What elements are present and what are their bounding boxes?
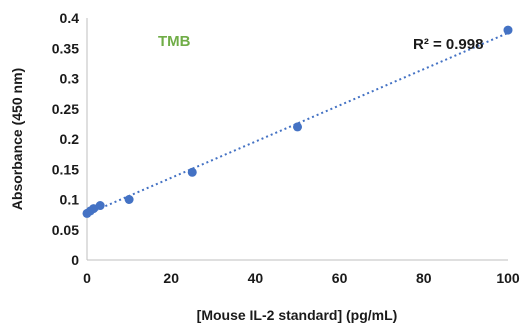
x-axis-title: [Mouse IL-2 standard] (pg/mL) <box>197 307 398 323</box>
x-tick-label: 80 <box>416 270 432 286</box>
y-axis-ticks: 0 0.05 0.1 0.15 0.2 0.25 0.3 0.35 0.4 <box>52 10 79 268</box>
x-axis-ticks: 0 20 40 60 80 100 <box>83 270 520 286</box>
data-points <box>82 25 513 218</box>
y-tick-label: 0.2 <box>60 131 80 147</box>
x-tick-label: 100 <box>496 270 520 286</box>
x-tick-label: 20 <box>163 270 179 286</box>
data-point <box>503 25 513 35</box>
trendline <box>86 31 509 215</box>
data-point <box>95 201 105 211</box>
y-tick-label: 0.25 <box>52 101 79 117</box>
y-tick-label: 0.35 <box>52 40 79 56</box>
y-axis-title: Absorbance (450 nm) <box>9 68 25 210</box>
assay-label: TMB <box>158 33 191 50</box>
r-squared-label: R² = 0.998 <box>413 36 483 53</box>
y-tick-label: 0.4 <box>60 10 80 26</box>
y-tick-label: 0.05 <box>52 222 79 238</box>
data-point <box>124 195 134 204</box>
x-tick-label: 60 <box>332 270 348 286</box>
data-point <box>293 122 302 132</box>
y-tick-label: 0 <box>71 252 79 268</box>
y-tick-label: 0.1 <box>60 192 80 208</box>
x-tick-label: 0 <box>83 270 91 286</box>
y-tick-label: 0.3 <box>60 71 80 87</box>
x-tick-label: 40 <box>248 270 264 286</box>
y-tick-label: 0.15 <box>52 161 79 177</box>
data-point <box>187 167 197 177</box>
